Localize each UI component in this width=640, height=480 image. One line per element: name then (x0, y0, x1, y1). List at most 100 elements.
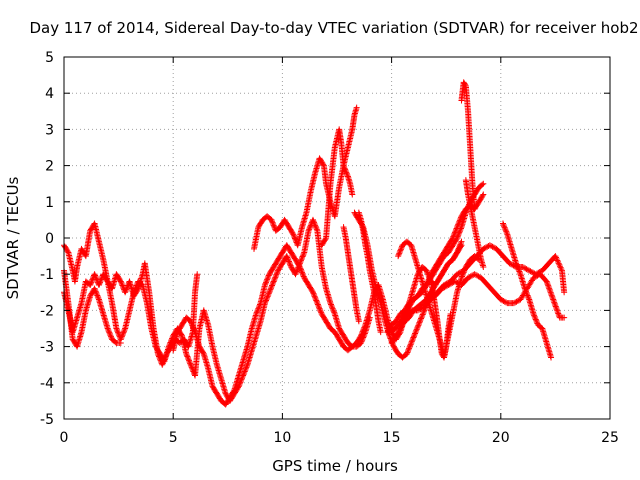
data-point (506, 260, 513, 267)
data-point (466, 274, 473, 281)
data-point (309, 216, 316, 223)
data-point (361, 330, 368, 337)
data-point (311, 219, 318, 226)
data-point (292, 271, 299, 278)
data-point (310, 218, 317, 225)
data-point (553, 304, 560, 311)
data-point (480, 180, 487, 187)
data-point (178, 331, 185, 338)
data-point (273, 270, 280, 277)
y-tick-label: -1 (40, 267, 54, 283)
data-point (532, 316, 539, 323)
data-point (456, 217, 463, 224)
data-point (330, 308, 337, 315)
series-track-10 (384, 192, 486, 336)
data-point (424, 268, 431, 275)
data-point (269, 219, 276, 226)
data-point (95, 295, 102, 302)
series-track-19 (462, 177, 486, 269)
data-point (91, 285, 98, 292)
data-point (92, 287, 99, 294)
data-point (87, 280, 94, 287)
data-point (557, 264, 564, 271)
data-point (290, 231, 297, 238)
y-tick-label: -2 (40, 303, 54, 319)
data-point (406, 345, 413, 352)
data-point (355, 318, 362, 325)
data-point (190, 326, 197, 333)
data-point (554, 307, 561, 314)
data-point (501, 224, 508, 231)
data-point (405, 346, 412, 353)
data-point (312, 223, 319, 230)
data-point (106, 330, 113, 337)
data-point (420, 310, 427, 317)
data-point (298, 268, 305, 275)
data-point (297, 265, 304, 272)
data-point (271, 275, 278, 282)
data-point (262, 280, 269, 287)
data-point (503, 228, 510, 235)
data-point (548, 292, 555, 299)
data-point (255, 305, 262, 312)
data-point (119, 282, 126, 289)
data-point (92, 288, 99, 295)
data-point (395, 253, 402, 260)
data-point (500, 221, 507, 228)
data-point (291, 234, 298, 241)
data-point (189, 322, 196, 329)
data-point (104, 325, 111, 332)
data-point (265, 290, 272, 297)
data-point (549, 295, 556, 302)
data-point (448, 280, 455, 287)
data-point (514, 264, 521, 271)
data-point (503, 299, 510, 306)
data-point (305, 227, 312, 234)
data-point (312, 222, 319, 229)
data-point (553, 254, 560, 261)
data-point (112, 339, 119, 346)
data-point (300, 272, 307, 279)
data-point (521, 285, 528, 292)
data-point (552, 253, 559, 260)
data-point (552, 303, 559, 310)
data-point (525, 293, 532, 300)
data-point (513, 298, 520, 305)
data-point (444, 282, 451, 289)
data-point (516, 268, 523, 275)
data-point (91, 271, 98, 278)
data-point (132, 285, 139, 292)
data-point (555, 260, 562, 267)
data-point (479, 181, 486, 188)
data-point (449, 279, 456, 286)
data-point (92, 272, 99, 279)
data-point (453, 225, 460, 232)
data-point (449, 236, 456, 243)
data-point (283, 253, 290, 260)
data-point (465, 274, 472, 281)
data-point (267, 286, 274, 293)
x-tick-label: 0 (60, 430, 69, 446)
data-point (113, 326, 120, 333)
data-point (188, 319, 195, 326)
data-point (105, 328, 112, 335)
data-point (264, 276, 271, 283)
data-point (88, 279, 95, 286)
x-axis-title: GPS time / hours (272, 457, 398, 475)
data-point (558, 266, 565, 273)
data-point (447, 311, 454, 318)
data-point (415, 322, 422, 329)
data-point (121, 328, 128, 335)
data-point (515, 265, 522, 272)
y-tick-label: -3 (40, 340, 54, 356)
data-point (467, 273, 474, 280)
data-point (309, 288, 316, 295)
data-point (274, 268, 281, 275)
data-point (451, 230, 458, 237)
grid-lines (64, 57, 610, 419)
data-point (410, 334, 417, 341)
data-point (314, 301, 321, 308)
data-point (342, 166, 349, 173)
data-point (349, 191, 356, 198)
